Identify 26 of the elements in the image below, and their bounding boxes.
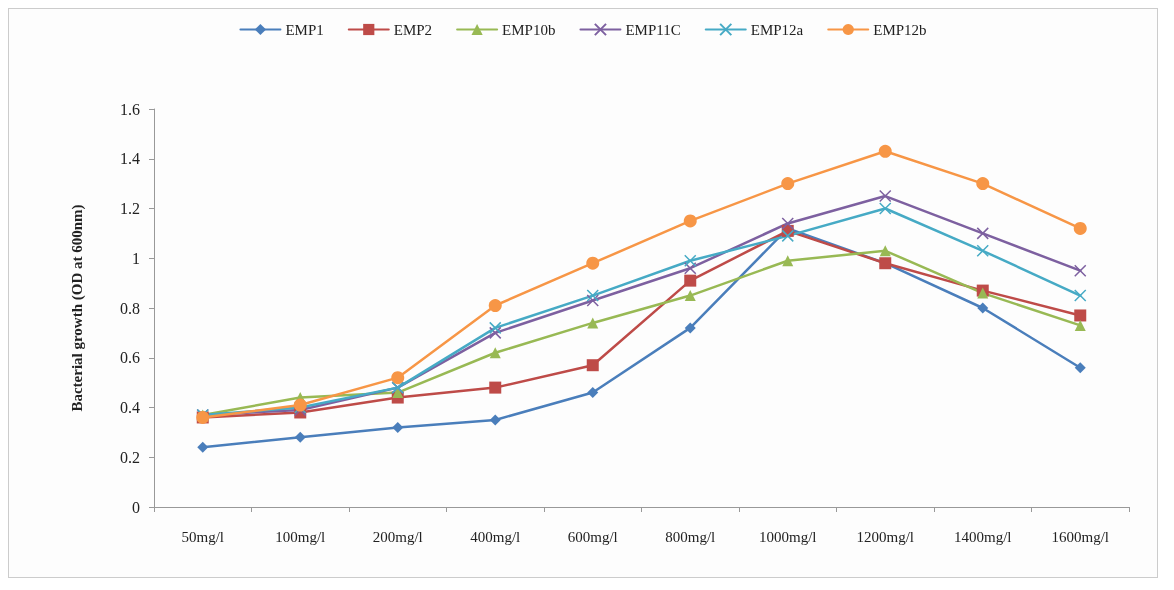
x-tick-label: 100mg/l [275,528,326,545]
y-tick-label: 0.6 [120,349,140,367]
legend-label: EMP12b [873,21,927,38]
y-tick-label: 1 [132,249,140,267]
legend-label: EMP11C [625,21,681,38]
x-tick-label: 1400mg/l [953,528,1012,545]
x-tick-label: 1000mg/l [758,528,817,545]
y-tick-label: 1.4 [120,150,140,168]
y-tick-label: 1.2 [120,200,140,217]
y-tick-label: 0.4 [120,399,140,416]
y-axis-title: Bacterial growth (OD at 600nm) [68,204,86,412]
x-tick-label: 400mg/l [470,528,521,545]
y-tick-label: 0.8 [120,299,140,317]
x-tick-label: 50mg/l [181,528,225,545]
x-tick-label: 200mg/l [372,528,423,545]
legend-label: EMP12a [750,21,804,38]
x-tick-label: 800mg/l [665,528,716,545]
y-tick-label: 0 [132,498,140,516]
x-tick-label: 600mg/l [567,528,618,545]
legend-label: EMP1 [285,21,324,38]
y-tick-label: 1.6 [120,100,140,118]
x-tick-label: 1600mg/l [1051,528,1110,545]
legend-label: EMP2 [393,21,433,38]
y-tick-label: 0.2 [120,448,140,466]
legend-label: EMP10b [502,21,556,38]
x-tick-label: 1200mg/l [856,528,915,545]
